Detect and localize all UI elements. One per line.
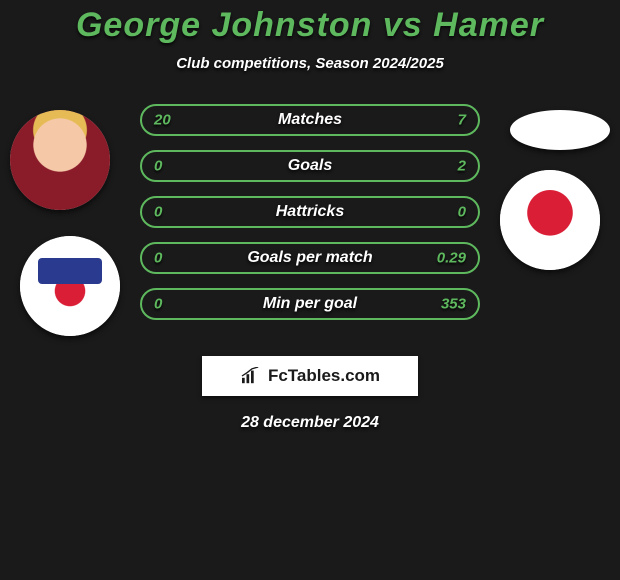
branding-text: FcTables.com: [268, 366, 380, 386]
stat-row-min-per-goal: 0 Min per goal 353: [140, 288, 480, 320]
stat-row-goals-per-match: 0 Goals per match 0.29: [140, 242, 480, 274]
date-text: 28 december 2024: [0, 414, 620, 432]
stat-label: Goals per match: [247, 249, 372, 267]
stat-left-value: 20: [154, 112, 171, 129]
stat-label: Matches: [278, 111, 342, 129]
club-badge-icon: [500, 170, 600, 270]
club-left-crest: [20, 236, 120, 336]
club-right-crest: [500, 170, 600, 270]
stat-row-goals: 0 Goals 2: [140, 150, 480, 182]
player-right-avatar: [510, 110, 610, 150]
stat-right-value: 7: [458, 112, 466, 129]
stat-left-value: 0: [154, 296, 162, 313]
comparison-body: 20 Matches 7 0 Goals 2 0 Hattricks 0 0 G…: [0, 98, 620, 338]
stats-list: 20 Matches 7 0 Goals 2 0 Hattricks 0 0 G…: [140, 104, 480, 320]
player-photo-icon: [10, 110, 110, 210]
stat-right-value: 353: [441, 296, 466, 313]
stat-left-value: 0: [154, 204, 162, 221]
stat-right-value: 2: [458, 158, 466, 175]
stat-row-matches: 20 Matches 7: [140, 104, 480, 136]
stat-label: Min per goal: [263, 295, 357, 313]
stat-left-value: 0: [154, 158, 162, 175]
stat-label: Hattricks: [276, 203, 344, 221]
stat-right-value: 0.29: [437, 250, 466, 267]
stat-label: Goals: [288, 157, 332, 175]
stat-right-value: 0: [458, 204, 466, 221]
bar-chart-icon: [240, 367, 262, 385]
stat-row-hattricks: 0 Hattricks 0: [140, 196, 480, 228]
page-title: George Johnston vs Hamer: [0, 6, 620, 45]
club-badge-icon: [20, 236, 120, 336]
stat-left-value: 0: [154, 250, 162, 267]
branding-badge: FcTables.com: [202, 356, 418, 396]
comparison-card: George Johnston vs Hamer Club competitio…: [0, 0, 620, 432]
subtitle: Club competitions, Season 2024/2025: [0, 55, 620, 72]
player-left-avatar: [10, 110, 110, 210]
